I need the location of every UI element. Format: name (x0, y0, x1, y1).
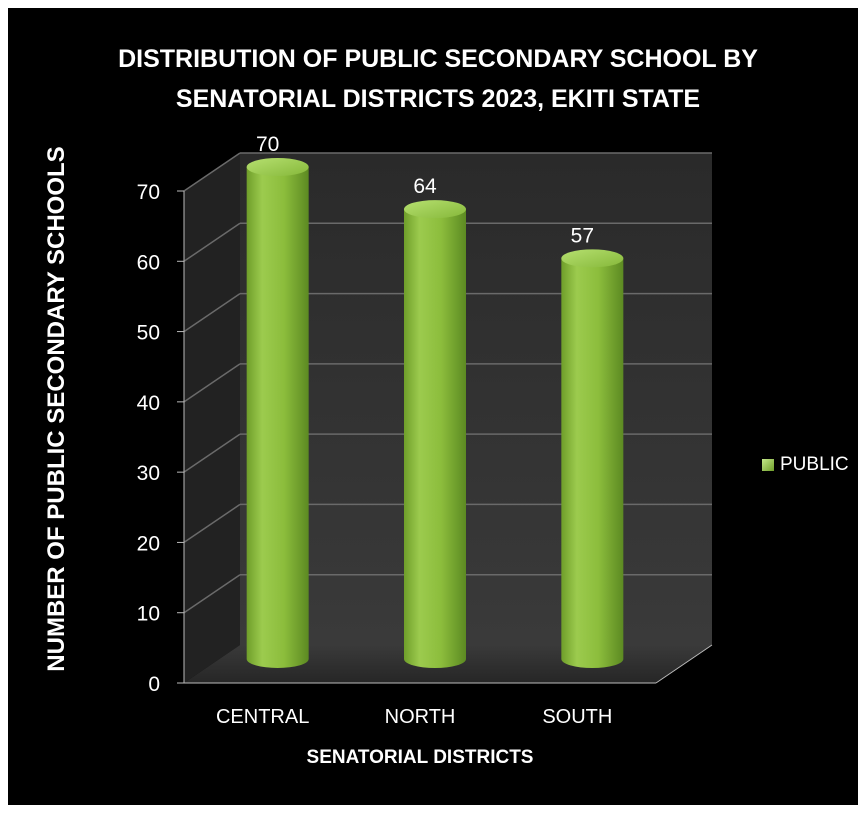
y-tick-label: 60 (137, 251, 160, 274)
y-tick-label: 50 (137, 322, 160, 345)
bar-cap-south (561, 249, 624, 268)
y-tick-label: 40 (137, 392, 160, 415)
data-label: 57 (571, 224, 594, 247)
gridline-side (183, 433, 241, 473)
bar-north (404, 209, 466, 668)
bar-cap-central (246, 158, 309, 176)
x-axis-label: SENATORIAL DISTRICTS (306, 747, 534, 768)
chart-title-line-2: SENATORIAL DISTRICTS 2023, EKITI STATE (175, 85, 701, 113)
gridline-side (183, 292, 241, 333)
gridline-side (183, 363, 241, 403)
bar-central (246, 167, 309, 668)
floor-edge (655, 644, 713, 684)
y-tick-label: 10 (137, 603, 160, 626)
y-tick-label: 70 (137, 181, 160, 204)
bar-south (561, 258, 624, 668)
x-tick-label: CENTRAL (216, 706, 309, 728)
chart-title-line-1: DISTRIBUTION OF PUBLIC SECONDARY SCHOOL … (118, 45, 758, 73)
chart-frame: DISTRIBUTION OF PUBLIC SECONDARY SCHOOL … (8, 8, 858, 805)
legend: PUBLIC (762, 454, 849, 476)
back-wall (240, 153, 712, 645)
y-tick-label: 0 (148, 673, 160, 696)
side-wall (184, 153, 240, 683)
x-tick-label: NORTH (385, 706, 456, 728)
gridline-side (183, 152, 241, 192)
gridline-side (183, 574, 241, 614)
gridline-side (183, 503, 241, 544)
y-tick-label: 30 (137, 462, 160, 485)
data-label: 64 (413, 175, 437, 198)
legend-swatch (762, 459, 774, 471)
legend-label: PUBLIC (780, 454, 849, 475)
gridline-side (183, 222, 241, 262)
x-tick-label: SOUTH (542, 706, 612, 728)
chart-plot: 0 10 20 30 40 50 60 70 70 CENTRAL 64 NORTH 57 SOUTH (137, 133, 713, 728)
y-tick-label: 20 (137, 532, 160, 555)
data-label: 70 (256, 133, 279, 156)
bar-cap-north (404, 200, 466, 219)
